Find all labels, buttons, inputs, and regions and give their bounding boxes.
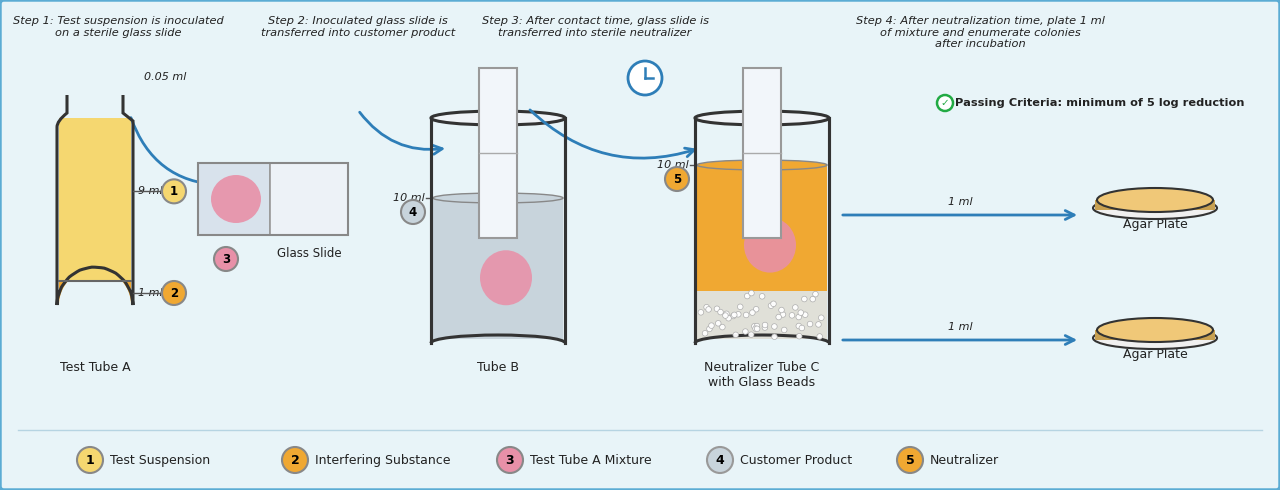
Circle shape	[698, 310, 704, 315]
Circle shape	[401, 200, 425, 224]
Circle shape	[772, 334, 777, 340]
Circle shape	[759, 294, 765, 299]
Text: Neutralizer: Neutralizer	[931, 454, 1000, 466]
Circle shape	[780, 312, 786, 318]
Circle shape	[705, 307, 712, 312]
Circle shape	[749, 290, 754, 296]
Circle shape	[716, 320, 721, 326]
Circle shape	[803, 312, 808, 318]
Circle shape	[776, 314, 782, 320]
Circle shape	[726, 316, 731, 321]
Text: Tube B: Tube B	[477, 361, 518, 374]
FancyBboxPatch shape	[742, 68, 781, 238]
Text: Interfering Substance: Interfering Substance	[315, 454, 451, 466]
Ellipse shape	[1097, 188, 1213, 212]
Ellipse shape	[480, 250, 532, 305]
Circle shape	[810, 296, 815, 302]
Text: 3: 3	[506, 454, 515, 466]
Polygon shape	[59, 269, 131, 305]
Text: 4: 4	[408, 205, 417, 219]
Circle shape	[733, 332, 739, 338]
Circle shape	[497, 447, 524, 473]
Text: 1: 1	[170, 185, 178, 198]
Ellipse shape	[1097, 318, 1213, 342]
Text: 1 ml: 1 ml	[138, 288, 163, 298]
Circle shape	[937, 95, 954, 111]
Text: Step 3: After contact time, glass slide is
transferred into sterile neutralizer: Step 3: After contact time, glass slide …	[481, 16, 709, 38]
Circle shape	[771, 301, 776, 307]
Circle shape	[897, 447, 923, 473]
Text: 4: 4	[716, 454, 724, 466]
Text: Step 2: Inoculated glass slide is
transferred into customer product: Step 2: Inoculated glass slide is transf…	[261, 16, 456, 38]
Ellipse shape	[695, 111, 829, 125]
Text: ✓: ✓	[941, 98, 950, 108]
Text: Test Tube A Mixture: Test Tube A Mixture	[530, 454, 652, 466]
Text: 9 ml: 9 ml	[138, 186, 163, 196]
Text: 1: 1	[86, 454, 95, 466]
Text: 10 ml: 10 ml	[657, 160, 689, 170]
Circle shape	[731, 313, 736, 319]
Circle shape	[714, 306, 719, 312]
Text: Neutralizer Tube C
with Glass Beads: Neutralizer Tube C with Glass Beads	[704, 361, 819, 389]
Text: Step 4: After neutralization time, plate 1 ml
of mixture and enumerate colonies
: Step 4: After neutralization time, plate…	[855, 16, 1105, 49]
Text: 1 ml: 1 ml	[947, 197, 973, 207]
Text: 2: 2	[170, 287, 178, 299]
Circle shape	[817, 334, 823, 339]
Circle shape	[796, 323, 801, 329]
Circle shape	[163, 281, 186, 305]
Circle shape	[666, 167, 689, 191]
Circle shape	[799, 325, 805, 331]
Circle shape	[808, 321, 813, 327]
Circle shape	[801, 296, 808, 302]
Circle shape	[768, 303, 774, 309]
Circle shape	[723, 313, 728, 318]
Ellipse shape	[1093, 197, 1217, 219]
Circle shape	[214, 247, 238, 271]
Ellipse shape	[1093, 327, 1217, 349]
Circle shape	[797, 310, 804, 316]
Text: 2: 2	[291, 454, 300, 466]
Text: 5: 5	[906, 454, 914, 466]
Circle shape	[707, 447, 733, 473]
Text: Step 1: Test suspension is inoculated
on a sterile glass slide: Step 1: Test suspension is inoculated on…	[13, 16, 224, 38]
Circle shape	[751, 323, 758, 329]
Circle shape	[628, 61, 662, 95]
Circle shape	[792, 305, 799, 310]
Circle shape	[754, 306, 759, 312]
Circle shape	[282, 447, 308, 473]
Circle shape	[737, 304, 742, 310]
FancyBboxPatch shape	[1094, 330, 1215, 340]
Circle shape	[753, 326, 758, 331]
FancyBboxPatch shape	[198, 163, 270, 235]
Text: 3: 3	[221, 252, 230, 266]
Circle shape	[790, 313, 795, 318]
Circle shape	[796, 333, 803, 339]
Circle shape	[731, 312, 737, 318]
Circle shape	[77, 447, 102, 473]
Circle shape	[762, 325, 768, 330]
Ellipse shape	[211, 175, 261, 223]
Circle shape	[750, 310, 755, 316]
Circle shape	[754, 323, 760, 329]
Text: 0.05 ml: 0.05 ml	[143, 72, 186, 82]
Polygon shape	[59, 118, 131, 281]
FancyBboxPatch shape	[479, 68, 517, 238]
Circle shape	[707, 326, 712, 332]
Text: Test Tube A: Test Tube A	[60, 361, 131, 374]
Circle shape	[772, 324, 777, 329]
FancyBboxPatch shape	[698, 165, 827, 339]
Circle shape	[719, 324, 726, 330]
Circle shape	[704, 304, 709, 310]
Circle shape	[718, 309, 723, 315]
Ellipse shape	[698, 160, 827, 170]
Circle shape	[745, 293, 750, 299]
FancyBboxPatch shape	[1094, 200, 1215, 210]
Text: Passing Criteria: minimum of 5 log reduction: Passing Criteria: minimum of 5 log reduc…	[955, 98, 1244, 108]
Circle shape	[754, 326, 760, 332]
Circle shape	[813, 292, 818, 297]
Circle shape	[703, 330, 708, 336]
Circle shape	[744, 312, 749, 318]
Text: 10 ml: 10 ml	[393, 193, 425, 203]
Circle shape	[762, 322, 768, 328]
